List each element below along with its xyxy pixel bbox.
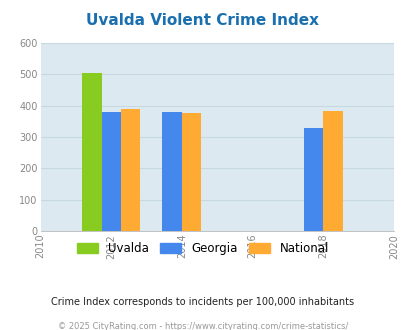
Bar (303, 128, 322, 231)
Text: © 2025 CityRating.com - https://www.cityrating.com/crime-statistics/: © 2025 CityRating.com - https://www.city… (58, 322, 347, 330)
Text: Crime Index corresponds to incidents per 100,000 inhabitants: Crime Index corresponds to incidents per… (51, 297, 354, 307)
Bar (162, 112, 181, 231)
Bar (181, 113, 201, 231)
Bar (82, 73, 101, 231)
Bar (101, 113, 121, 231)
Bar (322, 111, 342, 231)
Legend: Uvalda, Georgia, National: Uvalda, Georgia, National (72, 237, 333, 260)
Bar (121, 109, 140, 231)
Text: Uvalda Violent Crime Index: Uvalda Violent Crime Index (86, 13, 319, 28)
